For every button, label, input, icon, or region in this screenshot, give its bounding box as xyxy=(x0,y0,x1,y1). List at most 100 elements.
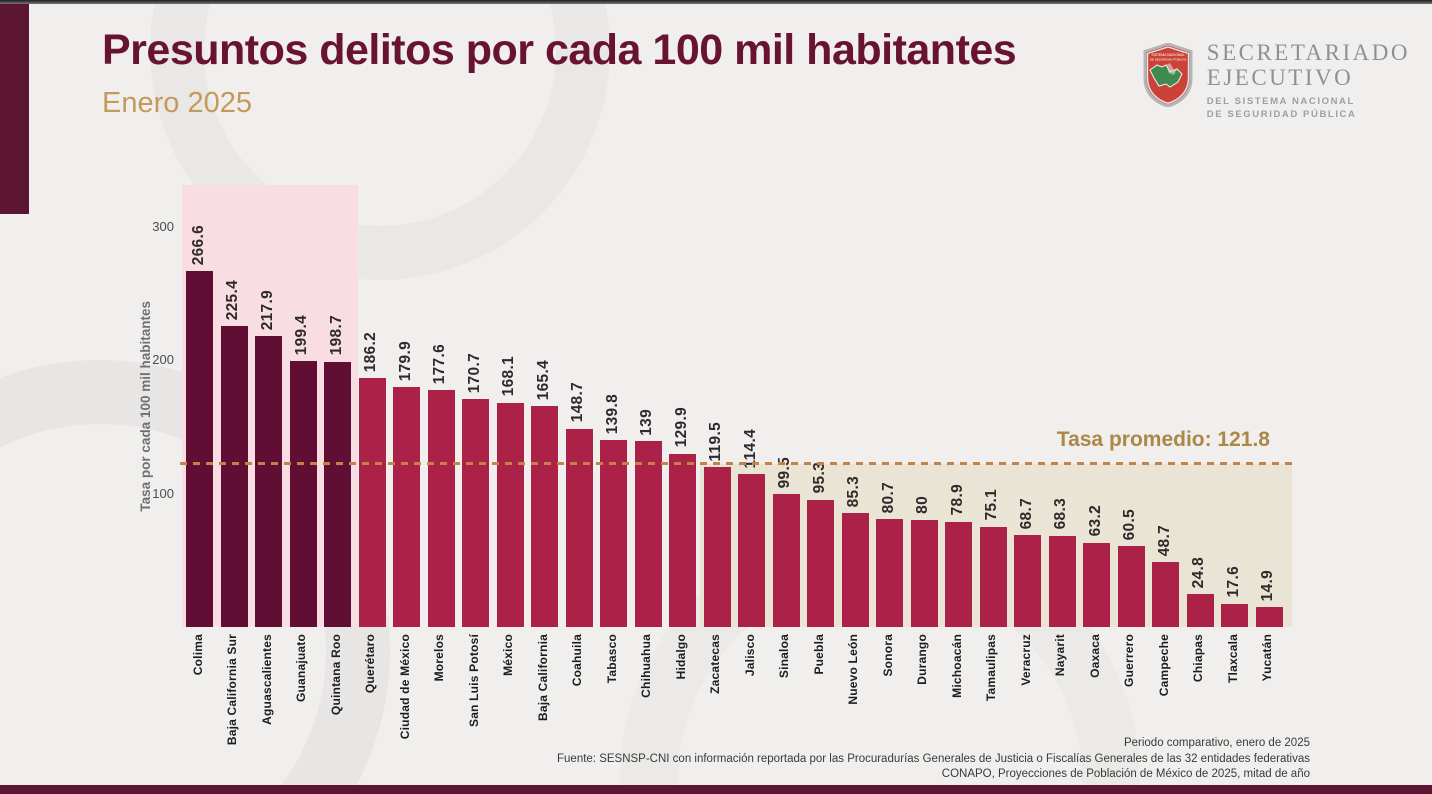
logo-text: SECRETARIADO EJECUTIVO DEL SISTEMA NACIO… xyxy=(1207,40,1410,121)
x-axis-label: Morelos xyxy=(432,634,446,682)
average-line xyxy=(180,462,1292,466)
bar xyxy=(220,326,248,627)
bar xyxy=(255,336,282,627)
x-axis-label: Baja California xyxy=(535,634,550,722)
x-axis-label: Aguascalientes xyxy=(259,634,274,725)
bar xyxy=(807,499,834,627)
average-label: Tasa promedio: 121.8 xyxy=(1056,428,1270,452)
bar xyxy=(427,389,455,627)
bar-value-label: 198.7 xyxy=(327,315,345,356)
x-axis-label: Nayarit xyxy=(1053,634,1067,677)
bar-value-label: 168.1 xyxy=(500,356,517,397)
bar xyxy=(1186,593,1214,627)
bar xyxy=(979,526,1007,627)
bar xyxy=(669,453,696,627)
x-axis-label: Tamaulipas xyxy=(984,634,998,702)
bottom-accent-bar xyxy=(0,785,1432,794)
bar xyxy=(1152,562,1179,627)
snsp-shield-icon: SISTEMA NACIONAL DE SEGURIDAD PÚBLICA xyxy=(1143,43,1193,107)
bar xyxy=(1255,607,1283,627)
bar-value-label: 80 xyxy=(914,496,931,515)
bar xyxy=(1117,546,1145,627)
footer-period-line: Periodo comparativo, enero de 2025 xyxy=(1123,737,1310,749)
x-axis-label: San Luis Potosí xyxy=(466,634,481,728)
x-axis-label: Oaxaca xyxy=(1087,634,1102,678)
bar xyxy=(565,428,593,627)
x-axis-label: Veracruz xyxy=(1018,634,1033,686)
x-axis-label: Coahuila xyxy=(570,634,584,687)
bar-value-label: 177.6 xyxy=(431,343,448,384)
bar-value-label: 139 xyxy=(638,408,655,436)
bar xyxy=(531,406,558,627)
x-axis-label: Nuevo León xyxy=(846,634,860,705)
x-axis-label: Querétaro xyxy=(363,634,377,694)
bar xyxy=(186,271,213,627)
bar-value-label: 225.4 xyxy=(224,279,241,321)
bar xyxy=(358,378,386,627)
page-title: Presuntos delitos por cada 100 mil habit… xyxy=(102,26,1017,74)
bar-value-label: 217.9 xyxy=(258,289,276,331)
left-accent-bar xyxy=(0,4,29,214)
x-axis-label: Tlaxcala xyxy=(1225,634,1240,683)
chart-plot-area: 266.6 225.4 217.9 199.4 198.7 186.2 179.9 177.6… xyxy=(180,185,1292,627)
bar xyxy=(910,520,938,627)
bar-value-label: 80.7 xyxy=(879,481,897,514)
x-axis-label: Colima xyxy=(190,634,205,676)
bar-value-label: 24.8 xyxy=(1190,556,1207,588)
x-axis-label: Sonora xyxy=(880,634,895,677)
bar-value-label: 14.9 xyxy=(1259,569,1276,602)
bar-value-label: 170.7 xyxy=(465,352,483,394)
x-axis-label: Jalisco xyxy=(742,634,757,677)
x-axis-label: Puebla xyxy=(811,634,826,675)
window-top-edge xyxy=(0,0,1432,4)
bar xyxy=(600,440,627,627)
y-tick-label: 100 xyxy=(152,485,174,501)
logo-name-line1: SECRETARIADO xyxy=(1206,40,1410,65)
logo-name-line2: EJECUTIVO xyxy=(1206,65,1354,90)
x-axis-label: Quintana Roo xyxy=(328,634,343,716)
bar xyxy=(772,494,800,627)
bar-value-label: 129.9 xyxy=(672,407,690,448)
bar-value-label: 75.1 xyxy=(983,489,1000,521)
bar xyxy=(462,399,489,627)
bar xyxy=(1014,535,1041,627)
logo-sub-text: DEL SISTEMA NACIONAL DE SEGURIDAD PÚBLIC… xyxy=(1206,96,1357,120)
x-axis-label: Zacatecas xyxy=(708,634,722,694)
bar xyxy=(1048,535,1076,627)
bar xyxy=(393,386,420,627)
x-axis-label: Chiapas xyxy=(1191,634,1205,683)
bar xyxy=(634,441,662,627)
x-axis-label: Campeche xyxy=(1156,634,1171,697)
footer-conapo-line: CONAPO, Proyecciones de Población de Méx… xyxy=(941,768,1310,780)
bar-value-label: 179.9 xyxy=(396,340,414,381)
footer-notes: Periodo comparativo, enero de 2025 Fuent… xyxy=(557,736,1310,783)
bar xyxy=(324,361,351,627)
bar xyxy=(1083,542,1110,627)
x-axis-label: Michoacán xyxy=(949,634,964,698)
x-axis-label: Baja California Sur xyxy=(225,634,239,746)
x-axis-label: Guanajuato xyxy=(294,634,308,703)
header: Presuntos delitos por cada 100 mil habit… xyxy=(102,26,1102,120)
svg-text:DE SEGURIDAD PÚBLICA: DE SEGURIDAD PÚBLICA xyxy=(1150,57,1187,62)
x-axis-label: Guerrero xyxy=(1122,634,1136,687)
x-axis-label: México xyxy=(501,634,515,676)
svg-text:SISTEMA NACIONAL: SISTEMA NACIONAL xyxy=(1151,53,1184,57)
y-tick-label: 200 xyxy=(152,352,174,367)
bar xyxy=(841,513,869,627)
footer-source-line: Fuente: SESNSP-CNI con información repor… xyxy=(557,752,1310,765)
page-subtitle: Enero 2025 xyxy=(102,87,252,119)
bar-value-label: 68.7 xyxy=(1017,497,1035,530)
bar-value-label: 119.5 xyxy=(707,422,724,462)
x-axis-label: Sinaloa xyxy=(777,634,791,679)
bar xyxy=(703,467,731,627)
bar-value-label: 63.2 xyxy=(1086,505,1104,537)
x-axis-label: Hidalgo xyxy=(673,634,688,680)
x-axis-label: Chihuahua xyxy=(639,634,653,698)
x-axis-label: Yucatán xyxy=(1260,634,1274,682)
bar xyxy=(876,519,903,627)
bar-value-label: 68.3 xyxy=(1052,498,1069,530)
bar xyxy=(738,474,765,627)
bar-value-label: 148.7 xyxy=(569,382,586,423)
bar-value-label: 266.6 xyxy=(189,224,207,266)
